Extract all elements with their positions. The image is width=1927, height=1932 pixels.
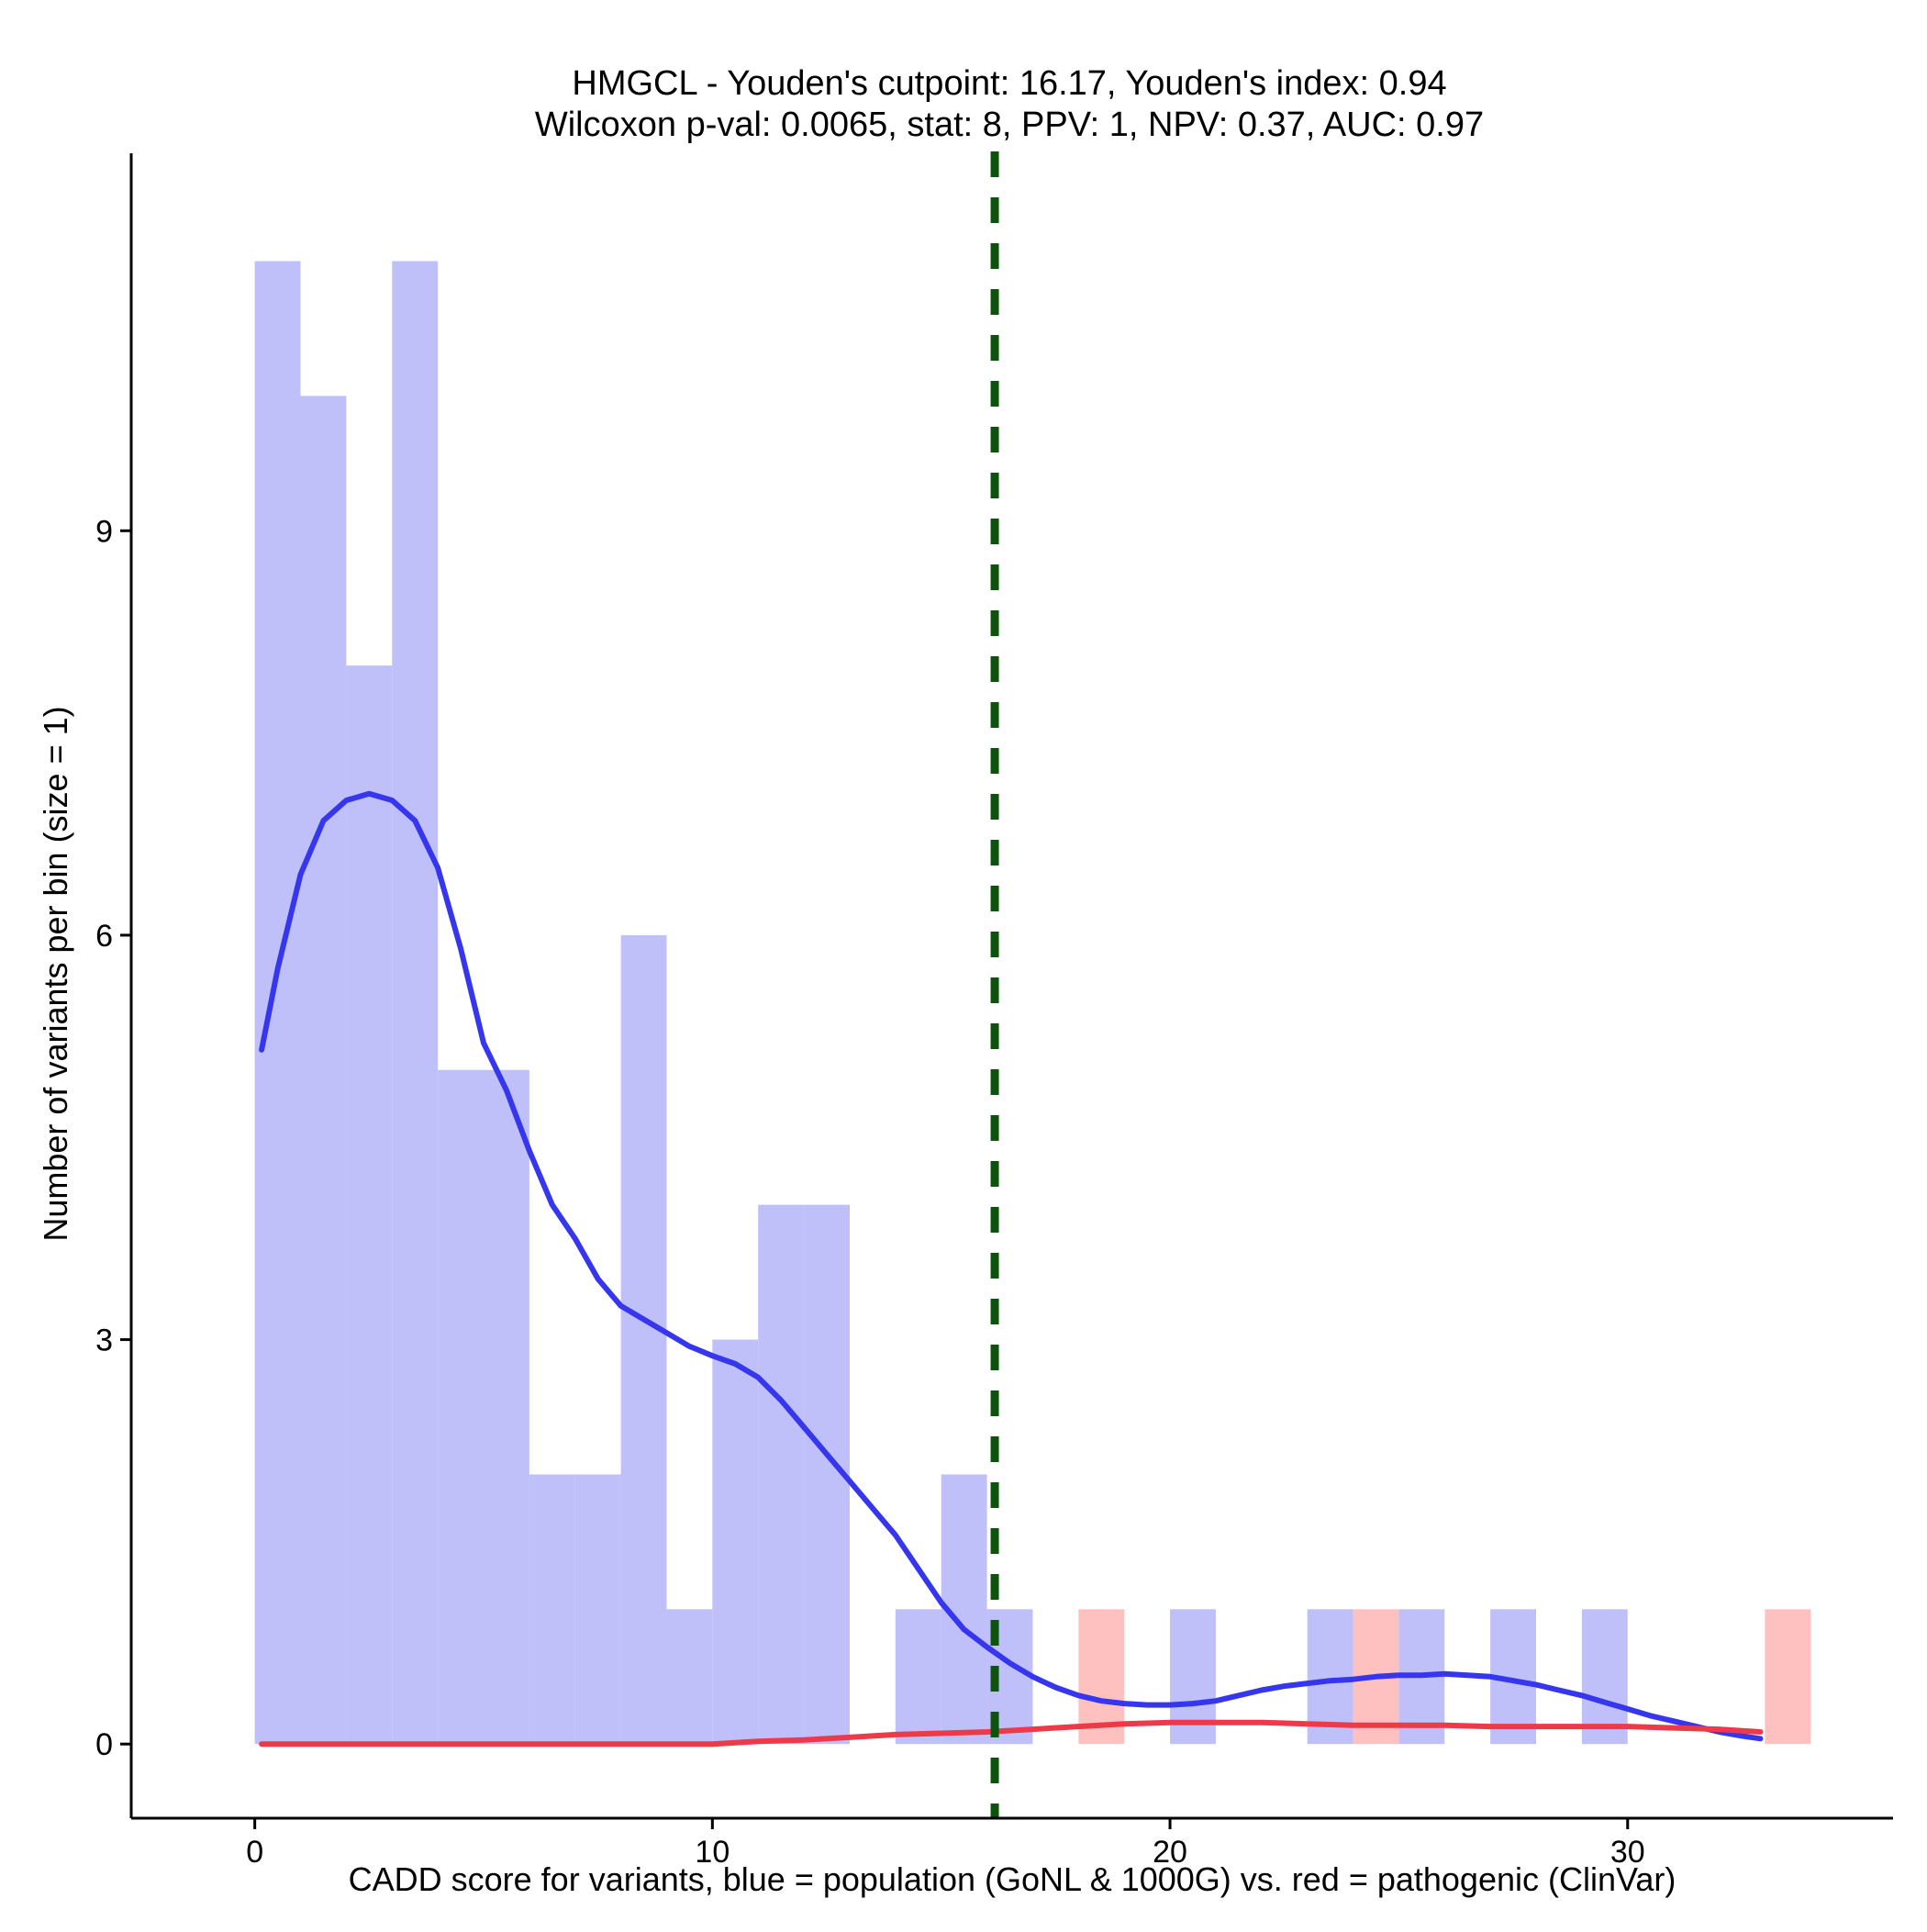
x-tick-label: 0 [246, 1835, 263, 1870]
x-axis-title: CADD score for variants, blue = populati… [349, 1860, 1676, 1898]
population-density-line [259, 790, 1764, 1742]
population-bar [438, 1069, 484, 1745]
chart-title: HMGCL - Youden's cutpoint: 16.17, Youden… [535, 64, 1484, 144]
x-tick-label: 30 [1610, 1835, 1645, 1870]
pathogenic-bars [1078, 1609, 1811, 1745]
x-tick-label: 10 [695, 1835, 730, 1870]
y-tick-label: 9 [95, 514, 113, 549]
population-bar [529, 1474, 575, 1745]
population-bar [758, 1204, 805, 1745]
pathogenic-density-line [259, 1719, 1764, 1748]
population-bar [392, 261, 439, 1745]
population-bar [895, 1609, 941, 1745]
x-tick-label: 20 [1153, 1835, 1187, 1870]
population-bar [1581, 1609, 1628, 1745]
population-bar [346, 665, 393, 1745]
population-bar [254, 261, 301, 1745]
population-bar [484, 1069, 529, 1745]
axes: 0 10 20 30 0 3 6 9 [95, 153, 1893, 1870]
y-tick-label: 3 [95, 1323, 113, 1358]
y-axis-title: Number of variants per bin (size = 1) [37, 706, 74, 1241]
title-line-1: HMGCL - Youden's cutpoint: 16.17, Youden… [572, 64, 1446, 103]
population-bar [666, 1609, 713, 1745]
population-bar [712, 1339, 759, 1745]
title-line-2: Wilcoxon p-val: 0.0065, stat: 8, PPV: 1,… [535, 106, 1484, 144]
population-bar [574, 1474, 621, 1745]
pathogenic-bar [1765, 1609, 1811, 1745]
density-curves [259, 790, 1764, 1748]
population-bar [620, 934, 667, 1745]
y-tick-label: 0 [95, 1727, 113, 1762]
population-bars [254, 261, 1628, 1745]
y-tick-label: 6 [95, 919, 113, 954]
population-bar [300, 396, 347, 1745]
